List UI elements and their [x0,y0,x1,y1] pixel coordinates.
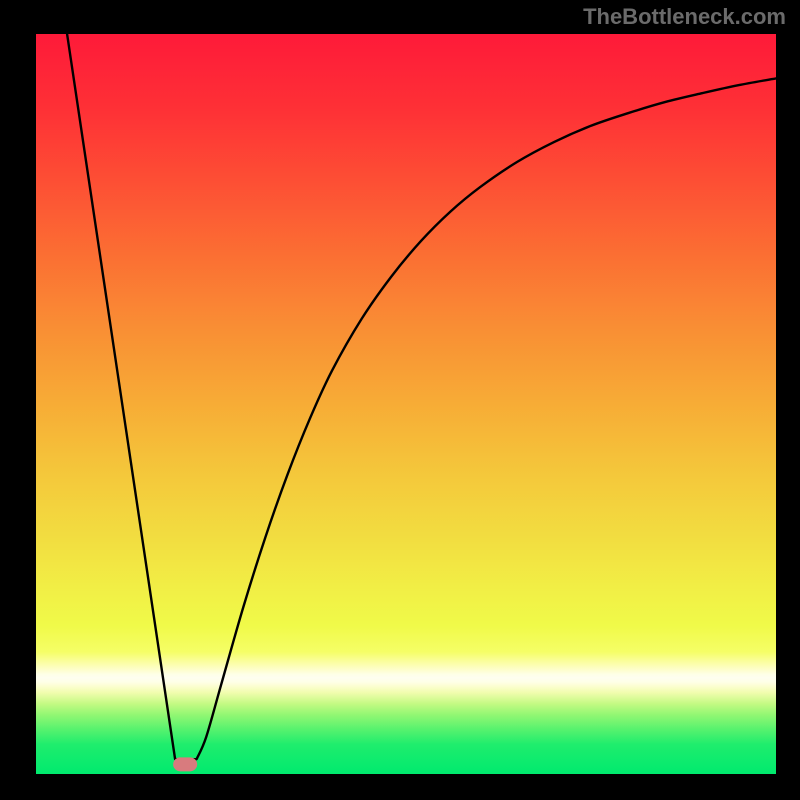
bottleneck-curve [36,34,776,774]
chart-root: TheBottleneck.com [0,0,800,800]
watermark-text: TheBottleneck.com [583,4,786,30]
curve-path [67,34,776,759]
plot-area [36,34,776,774]
minimum-marker [174,758,198,771]
